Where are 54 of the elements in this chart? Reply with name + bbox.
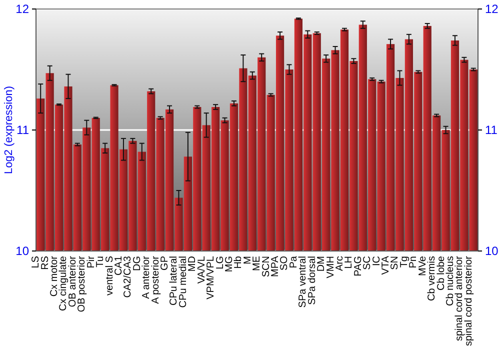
x-tick-label: MD [187, 256, 198, 272]
x-tick-label: SPa ventral [298, 256, 309, 308]
x-tick-label: DG [132, 256, 143, 271]
x-tick-label: OB anterior [67, 255, 78, 308]
x-tick-label: A posterior [150, 255, 162, 304]
y-axis-title: Log2 (expression) [3, 86, 15, 174]
x-tick-label: LH [344, 256, 355, 269]
y2-tick-label: 10 [485, 244, 499, 258]
x-tick-label: Pir [86, 255, 97, 268]
x-tick-label: Hb [233, 256, 244, 269]
x-tick-label: CA1 [113, 256, 124, 276]
x-tick-label: Tu [95, 256, 106, 268]
y2-tick-label: 12 [485, 2, 499, 16]
x-tick-label: Pa [288, 256, 300, 268]
x-tick-label: M [242, 256, 254, 264]
x-tick-label: SCN [260, 256, 272, 278]
x-tick-label: Cb vermis [426, 256, 438, 302]
x-tick-label: SN [390, 256, 401, 270]
x-tick-label: MG [224, 256, 235, 272]
x-tick-label: VPM/VPL [206, 256, 217, 300]
x-tick-label: Cb lobe [436, 256, 447, 290]
x-tick-label: ME [252, 256, 263, 271]
x-tick-label: MVe [417, 256, 428, 276]
x-tick-label: CA2/CA3 [122, 256, 134, 298]
x-tick-label: GP [160, 256, 171, 270]
x-tick-label: Pn [408, 256, 420, 268]
x-tick-label: IC [371, 256, 382, 266]
x-tick-label: LS [30, 256, 42, 268]
x-tick-label: Cb nucleus [444, 256, 456, 306]
x-tick-label: CPu medial [178, 256, 189, 308]
x-tick-label: Arc [334, 256, 346, 271]
x-tick-label: VA/VL [196, 256, 208, 284]
x-tick-label: CPu lateral [168, 256, 180, 306]
x-tick-label: SPa dorsal [306, 256, 318, 305]
x-tick-label: spinal cord posterior [463, 255, 474, 346]
x-tick-label: VMH [325, 256, 336, 278]
y-tick-label: 10 [16, 244, 30, 258]
x-tick-label: OB posterior [76, 255, 88, 312]
x-tick-label: SC [362, 256, 374, 270]
x-tick-label: MPA [270, 256, 282, 277]
x-tick-label: LG [214, 256, 226, 270]
x-tick-label: DM [316, 256, 328, 272]
y-tick-label: 12 [16, 2, 30, 16]
x-tick-label: SO [279, 256, 290, 270]
x-tick-label: RS [40, 256, 51, 270]
x-tick-label: PAG [352, 256, 364, 276]
x-tick-label: VTA [380, 256, 392, 275]
y2-tick-label: 11 [485, 122, 498, 137]
x-tick-label: Cx cingulate [58, 256, 70, 312]
x-tick-label: A anterior [141, 255, 152, 299]
x-tick-label: spinal cord anterior [454, 255, 466, 342]
x-tick-label: Tg [398, 256, 410, 268]
y-tick-label: 11 [16, 122, 30, 137]
x-tick-label: ventral S [104, 256, 116, 296]
